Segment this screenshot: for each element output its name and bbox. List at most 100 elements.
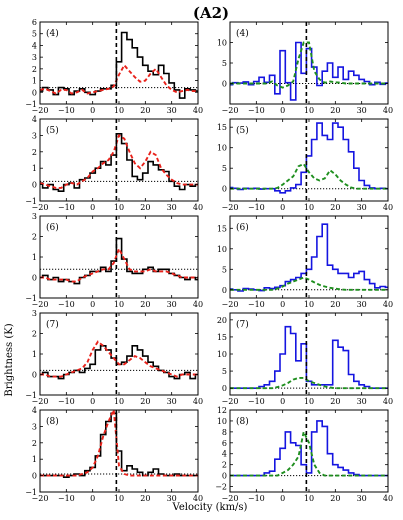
panel-label: (4): [236, 28, 249, 39]
x-tick-label: −10: [248, 203, 265, 212]
y-tick-label: 20: [217, 316, 227, 325]
panel-right-5: −20 −10 0 10 20 30 40 0 5 10 15 (5): [217, 118, 393, 212]
x-tick-label: −10: [248, 494, 265, 503]
x-tick-label: 10: [304, 300, 314, 309]
x-tick-label: −20: [222, 300, 239, 309]
panel-label: (6): [236, 222, 249, 233]
y-tick-label: −1: [25, 294, 37, 303]
y-axis-label: Brightness (K): [4, 323, 15, 396]
y-tick-label: −1: [25, 488, 37, 497]
x-tick-label: 20: [330, 397, 340, 406]
x-tick-label: −20: [222, 203, 239, 212]
y-tick-label: 5: [222, 265, 227, 274]
x-tick-label: 30: [357, 300, 367, 309]
y-tick-label: 5: [222, 164, 227, 173]
series-green: [230, 376, 388, 390]
series-red: [40, 246, 198, 283]
y-tick-label: 2: [32, 439, 37, 448]
y-tick-label: 0: [222, 384, 227, 393]
panel-label: (5): [236, 125, 249, 136]
panel-right-4: −20 −10 0 10 20 30 40 0 5 10 (4): [217, 21, 393, 115]
x-tick-label: 30: [167, 397, 177, 406]
series-red: [40, 133, 198, 189]
series-black: [40, 133, 198, 192]
x-tick-label: 0: [90, 203, 95, 212]
x-tick-label: 40: [383, 203, 393, 212]
y-tick-label: 0: [32, 274, 37, 283]
y-tick-label: 1: [32, 164, 37, 173]
y-tick-label: 5: [222, 367, 227, 376]
y-tick-label: 2: [32, 330, 37, 339]
x-tick-label: −20: [222, 106, 239, 115]
y-tick-label: 6: [222, 439, 227, 448]
x-tick-label: 20: [330, 494, 340, 503]
series-blue: [230, 325, 388, 389]
series-blue: [230, 122, 388, 194]
x-tick-label: 10: [304, 203, 314, 212]
panel-frame: [39, 215, 199, 299]
figure-title: (A2): [193, 4, 229, 22]
y-tick-label: 0: [222, 80, 227, 89]
x-tick-label: 40: [383, 300, 393, 309]
y-tick-label: 10: [217, 417, 227, 426]
x-tick-label: 40: [193, 300, 203, 309]
x-tick-label: 40: [193, 494, 203, 503]
series-green: [230, 428, 388, 477]
y-tick-label: −1: [25, 391, 37, 400]
x-tick-label: 10: [114, 300, 124, 309]
x-tick-label: −20: [32, 494, 49, 503]
y-tick-label: 15: [217, 333, 227, 342]
y-tick-label: 3: [32, 53, 37, 62]
x-tick-label: 40: [383, 106, 393, 115]
x-tick-label: 0: [280, 300, 285, 309]
panel-frame: [39, 312, 199, 396]
x-tick-label: 20: [140, 300, 150, 309]
y-tick-label: −1: [25, 197, 37, 206]
series-blue: [230, 41, 388, 101]
panel-label: (8): [46, 416, 59, 427]
x-tick-label: 10: [114, 397, 124, 406]
panel-frame: [229, 409, 389, 493]
x-tick-label: −20: [222, 494, 239, 503]
series-black: [40, 31, 198, 99]
x-tick-label: 10: [304, 106, 314, 115]
panel-label: (4): [46, 28, 59, 39]
x-tick-label: −20: [222, 397, 239, 406]
y-tick-label: 15: [217, 224, 227, 233]
x-tick-label: 10: [304, 494, 314, 503]
y-tick-label: 0: [32, 371, 37, 380]
y-tick-label: 4: [32, 406, 37, 415]
y-tick-label: 2: [32, 65, 37, 74]
y-tick-label: 5: [32, 30, 37, 39]
x-tick-label: 0: [280, 203, 285, 212]
x-tick-label: 20: [140, 203, 150, 212]
series-green: [230, 276, 388, 291]
x-axis-label: Velocity (km/s): [172, 502, 248, 513]
x-tick-label: 30: [167, 203, 177, 212]
y-tick-label: 2: [32, 148, 37, 157]
y-tick-label: 10: [217, 39, 227, 48]
series-red: [40, 63, 198, 95]
y-tick-label: 0: [32, 472, 37, 481]
x-tick-label: 30: [167, 494, 177, 503]
series-black: [40, 237, 198, 285]
x-tick-label: 40: [193, 106, 203, 115]
y-tick-label: 1: [32, 350, 37, 359]
x-tick-label: 10: [114, 494, 124, 503]
series-black: [40, 345, 198, 380]
x-tick-label: 30: [167, 300, 177, 309]
x-tick-label: 40: [383, 494, 393, 503]
y-tick-label: 2: [222, 461, 227, 470]
panel-label: (6): [46, 222, 59, 233]
y-tick-label: 4: [32, 115, 37, 124]
y-tick-label: 1: [32, 455, 37, 464]
x-tick-label: −20: [32, 300, 49, 309]
y-tick-label: 15: [217, 123, 227, 132]
x-tick-label: 10: [114, 203, 124, 212]
x-tick-label: 30: [357, 494, 367, 503]
panel-right-6: −20 −10 0 10 20 30 40 0 5 10 15 (6): [217, 215, 393, 309]
x-tick-label: 30: [357, 397, 367, 406]
